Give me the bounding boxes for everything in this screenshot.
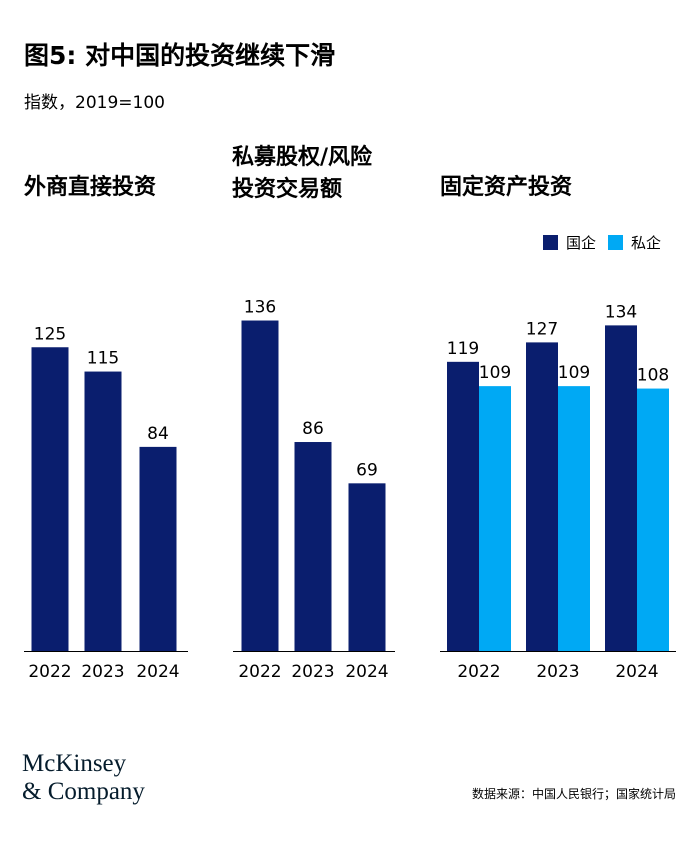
panel-title-pe-vc-line-2: 投资交易额 [232,177,343,202]
panel-title-fixed-asset-line-1: 固定资产投资 [440,175,573,200]
x-tick-label-p1-2023: 2023 [81,662,124,682]
data-label-p1-2024-s1: 84 [147,424,169,444]
bar-p2-2023-s1 [294,442,332,651]
data-label-p3-2024-s1: 134 [605,302,637,322]
data-label-p1-2023-s1: 115 [87,349,119,369]
bar-p2-2022-s1 [241,320,279,651]
x-tick-label-p2-2023: 2023 [291,662,334,682]
x-tick-label-p2-2022: 2022 [238,662,281,682]
legend-swatch-private [608,235,624,250]
legend: 国企 私企 [543,232,673,253]
x-tick-label-p3-2024: 2024 [615,662,658,682]
legend-label-private: 私企 [631,234,662,252]
x-tick-label-p3-2023: 2023 [536,662,579,682]
data-label-p2-2024-s1: 69 [356,460,378,480]
bar-p3-2024-s2 [637,388,669,651]
bar-p1-2023-s1 [84,371,122,651]
panel-title-fixed-asset: 固定资产投资 [440,172,572,204]
bar-p3-2022-s2 [479,386,511,651]
panel-title-pe-vc-line-1: 私募股权/风险 [232,145,373,170]
bar-p1-2024-s1 [139,446,177,651]
mckinsey-logo: McKinsey & Company [22,750,145,806]
source-note: 数据来源：中国人民银行；国家统计局 [471,787,676,801]
panel-title-fdi: 外商直接投资 [24,172,156,204]
data-label-p3-2023-s2: 109 [558,363,590,383]
data-label-p3-2024-s2: 108 [637,366,669,386]
bar-p1-2022-s1 [31,347,69,651]
chart-subtitle: 指数，2019=100 [24,93,165,113]
chart-title: 图5: 对中国的投资继续下滑 [24,41,336,70]
bar-p3-2024-s1 [605,325,637,651]
legend-label-soe: 国企 [566,234,597,252]
logo-line-2: & Company [22,778,145,805]
bar-p3-2023-s2 [558,386,590,651]
data-label-p3-2022-s1: 119 [447,339,479,359]
data-label-p1-2022-s1: 125 [34,324,66,344]
bar-p3-2023-s1 [526,342,558,651]
x-tick-label-p2-2024: 2024 [345,662,388,682]
bar-p2-2024-s1 [348,483,386,651]
panel-title-pe-vc: 私募股权/风险 投资交易额 [232,142,372,206]
panel-title-fdi-line-1: 外商直接投资 [24,175,157,200]
bar-p3-2022-s1 [447,361,479,651]
legend-item-soe: 国企 [543,232,596,253]
x-tick-label-p1-2024: 2024 [136,662,179,682]
data-label-p3-2023-s1: 127 [526,319,558,339]
data-label-p3-2022-s2: 109 [479,363,511,383]
data-label-p2-2023-s1: 86 [302,419,324,439]
x-tick-label-p3-2022: 2022 [457,662,500,682]
data-label-p2-2022-s1: 136 [244,298,276,318]
legend-item-private: 私企 [608,232,661,253]
legend-swatch-soe [543,235,558,250]
x-tick-label-p1-2022: 2022 [28,662,71,682]
logo-line-1: McKinsey [22,750,127,777]
